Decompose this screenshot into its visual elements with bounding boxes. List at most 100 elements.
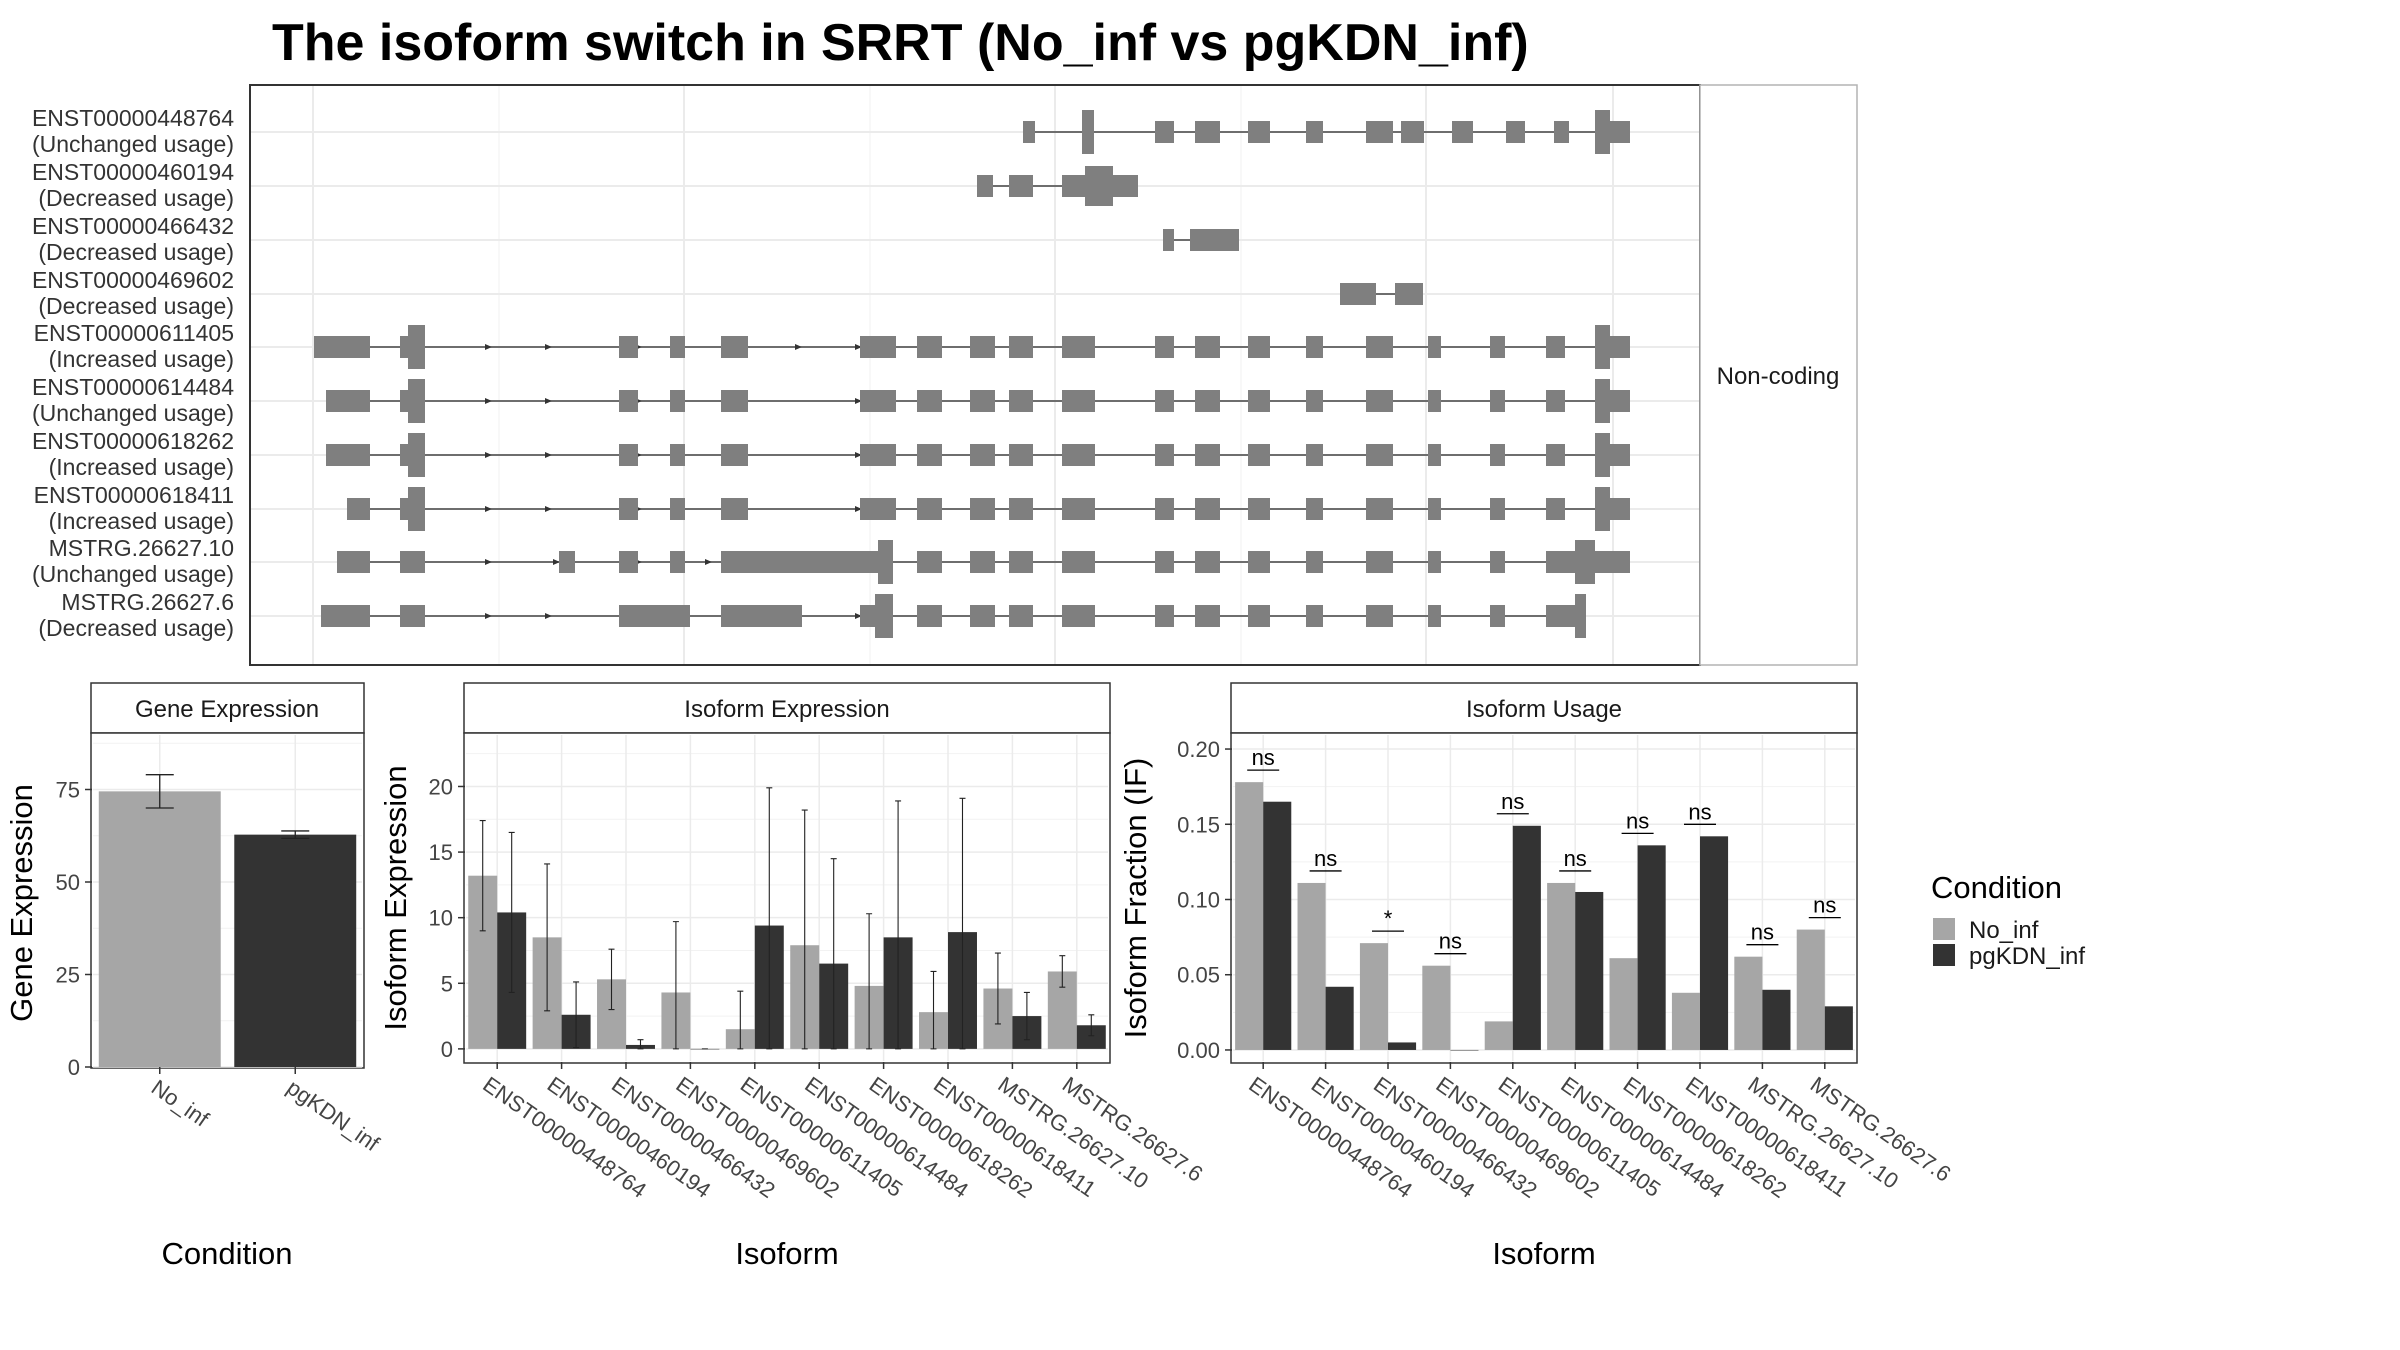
isoform-usage-bar bbox=[1637, 845, 1666, 1050]
y-tick-label: 50 bbox=[56, 870, 80, 895]
exon-block bbox=[1062, 175, 1085, 197]
strand-arrow bbox=[855, 398, 862, 404]
exon-block bbox=[1595, 551, 1630, 573]
isoform-id-label: MSTRG.26627.10 bbox=[49, 535, 234, 561]
isoform-id-label: ENST00000618262 bbox=[32, 428, 234, 454]
exon-block bbox=[1062, 498, 1095, 520]
exon-block bbox=[1546, 336, 1565, 358]
strand-arrow bbox=[545, 613, 552, 619]
isoform-expression-error-bar bbox=[830, 858, 837, 1050]
exon-block bbox=[670, 390, 685, 412]
strand-arrow bbox=[485, 613, 492, 619]
strand-arrow bbox=[553, 559, 560, 565]
y-tick-label: 0.15 bbox=[1177, 812, 1220, 837]
isoform-expression-bar bbox=[1076, 1025, 1106, 1049]
significance-label: ns bbox=[1501, 789, 1524, 814]
gene-expression-y-label: Gene Expression bbox=[4, 784, 39, 1022]
strand-arrow bbox=[855, 344, 862, 350]
isoform-usage-bar bbox=[1450, 1049, 1479, 1051]
exon-block bbox=[1082, 110, 1094, 154]
isoform-usage-bar bbox=[1484, 1021, 1513, 1050]
exon-block bbox=[1248, 551, 1270, 573]
exon-block bbox=[1490, 390, 1505, 412]
exon-block bbox=[1366, 444, 1393, 466]
exon-block bbox=[326, 444, 370, 466]
exon-block bbox=[1163, 229, 1174, 251]
legend-swatch-no-inf bbox=[1933, 918, 1955, 940]
exon-block bbox=[1009, 390, 1033, 412]
exon-block bbox=[917, 336, 942, 358]
exon-block bbox=[1546, 498, 1565, 520]
y-tick-label: 0.00 bbox=[1177, 1038, 1220, 1063]
exon-block bbox=[1395, 283, 1423, 305]
exon-block bbox=[400, 551, 425, 573]
exon-block bbox=[1306, 336, 1323, 358]
significance-label: ns bbox=[1688, 799, 1711, 824]
exon-block bbox=[400, 498, 408, 520]
exon-block bbox=[1248, 121, 1270, 143]
exon-block bbox=[619, 498, 638, 520]
exon-block bbox=[1195, 390, 1220, 412]
exon-block bbox=[1366, 605, 1393, 627]
exon-block bbox=[917, 444, 942, 466]
exon-block bbox=[1248, 444, 1270, 466]
exon-block bbox=[1546, 390, 1565, 412]
exon-block bbox=[1195, 551, 1220, 573]
isoform-expression-error-bar bbox=[766, 787, 773, 1050]
exon-block bbox=[1009, 605, 1033, 627]
exon-block bbox=[670, 498, 685, 520]
isoform-usage-panel: Isoform Usage 0.000.050.100.150.20ENST00… bbox=[1118, 682, 1955, 1271]
exon-block bbox=[878, 540, 893, 584]
gene-expression-panel: Gene Expression 0 25 50 75 No_inf pgKDN_inf G… bbox=[4, 682, 385, 1271]
exon-block bbox=[1595, 379, 1610, 423]
exon-block bbox=[1155, 121, 1174, 143]
y-tick-label: 75 bbox=[56, 778, 80, 803]
isoform-expression-error-bar bbox=[959, 797, 966, 1050]
isoform-expression-error-bar bbox=[1059, 955, 1066, 988]
exon-block bbox=[1306, 121, 1323, 143]
exon-block bbox=[1428, 498, 1441, 520]
isoform-usage-label: (Decreased usage) bbox=[38, 293, 234, 319]
isoform-usage-label: (Increased usage) bbox=[49, 346, 234, 372]
exon-block bbox=[1595, 433, 1610, 477]
exon-block bbox=[1565, 551, 1575, 573]
exon-block bbox=[917, 551, 942, 573]
exon-block bbox=[1009, 498, 1033, 520]
exon-block bbox=[314, 336, 370, 358]
exon-block bbox=[400, 336, 408, 358]
isoform-usage-bar bbox=[1796, 929, 1825, 1050]
exon-block bbox=[1009, 444, 1033, 466]
exon-block bbox=[860, 498, 896, 520]
y-tick-label: 0.05 bbox=[1177, 963, 1220, 988]
exon-block bbox=[721, 605, 802, 627]
structure-panel-frame bbox=[249, 84, 1701, 666]
strand-arrow bbox=[485, 452, 492, 458]
legend-swatch-pgkdn-inf bbox=[1933, 944, 1955, 966]
strand-arrow bbox=[795, 344, 802, 350]
exon-block bbox=[1506, 121, 1525, 143]
isoform-usage-strip bbox=[1230, 682, 1858, 734]
figure-title: The isoform switch in SRRT (No_inf vs pg… bbox=[272, 14, 1529, 72]
isoform-usage-bar bbox=[1671, 992, 1700, 1050]
isoform-usage-bar bbox=[1359, 943, 1388, 1050]
significance-label: * bbox=[1384, 906, 1393, 931]
exon-block bbox=[721, 390, 748, 412]
exon-block bbox=[1195, 605, 1220, 627]
exon-block bbox=[1190, 229, 1239, 251]
isoform-expression-error-bar bbox=[508, 831, 515, 994]
significance-label: ns bbox=[1751, 920, 1774, 945]
exon-block bbox=[860, 336, 896, 358]
exon-block bbox=[970, 336, 995, 358]
strand-arrow bbox=[545, 398, 552, 404]
isoform-expression-error-bar bbox=[1023, 991, 1030, 1041]
isoform-expression-error-bar bbox=[573, 981, 580, 1049]
exon-block bbox=[1490, 336, 1505, 358]
significance-label: ns bbox=[1439, 929, 1462, 954]
structure-facet-label: Non-coding bbox=[1717, 363, 1840, 390]
exon-block bbox=[1306, 390, 1323, 412]
exon-block bbox=[1248, 390, 1270, 412]
exon-block bbox=[917, 390, 942, 412]
isoform-usage-label: (Unchanged usage) bbox=[32, 400, 234, 426]
strand-arrow bbox=[855, 506, 862, 512]
isoform-usage-label: (Decreased usage) bbox=[38, 185, 234, 211]
